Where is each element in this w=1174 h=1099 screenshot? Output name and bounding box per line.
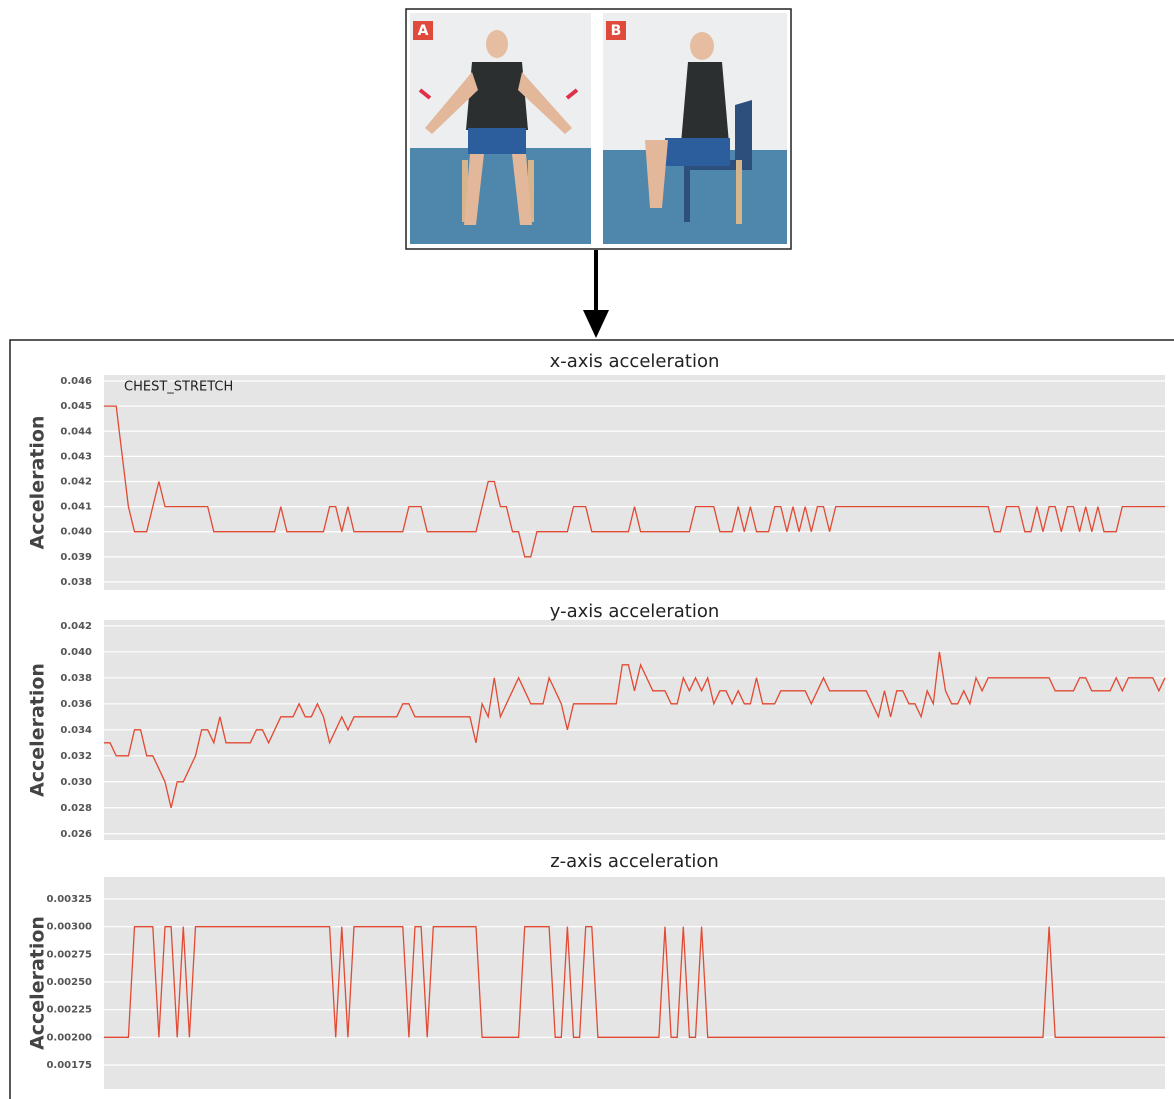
- y-tick-label: 0.040: [60, 647, 92, 658]
- y-tick-label: 0.038: [60, 577, 92, 588]
- shorts: [468, 128, 526, 154]
- y-tick-label: 0.00250: [46, 977, 92, 988]
- y-tick-label: 0.00325: [46, 894, 92, 905]
- panel-label: A: [418, 23, 429, 39]
- y-tick-label: 0.041: [60, 502, 92, 513]
- y-tick-label: 0.039: [60, 552, 92, 563]
- y-tick-label: 0.043: [60, 451, 92, 462]
- photo-panel: A B: [406, 9, 791, 249]
- y-axis-label: Acceleration: [27, 416, 49, 550]
- y-axis-label: Acceleration: [27, 663, 49, 797]
- arrow-head: [583, 310, 609, 338]
- head: [690, 32, 714, 60]
- chair-leg: [736, 160, 742, 224]
- y-tick-label: 0.040: [60, 527, 92, 538]
- y-tick-label: 0.030: [60, 777, 92, 788]
- plot-background: [104, 877, 1165, 1089]
- photo-b: B: [603, 13, 787, 244]
- chart-title: y-axis acceleration: [550, 601, 720, 622]
- shorts: [665, 138, 730, 166]
- y-tick-label: 0.034: [60, 725, 92, 736]
- y-tick-label: 0.028: [60, 803, 92, 814]
- y-axis-label: Acceleration: [27, 916, 49, 1050]
- y-tick-label: 0.00175: [46, 1060, 92, 1071]
- y-tick-label: 0.00200: [46, 1032, 92, 1043]
- plot-background: [104, 375, 1165, 590]
- figure: A B x-axis acceleration Acceleration 0.038…: [0, 0, 1174, 1099]
- panel-label: B: [611, 23, 622, 39]
- y-tick-label: 0.00225: [46, 1005, 92, 1016]
- shirt: [466, 62, 528, 130]
- y-tick-label: 0.045: [60, 401, 92, 412]
- y-tick-label: 0.026: [60, 829, 92, 840]
- y-tick-label: 0.038: [60, 673, 92, 684]
- y-tick-label: 0.046: [60, 376, 92, 387]
- y-tick-label: 0.036: [60, 699, 92, 710]
- y-tick-label: 0.044: [60, 426, 92, 437]
- y-tick-label: 0.042: [60, 621, 92, 632]
- annotation: CHEST_STRETCH: [124, 380, 233, 395]
- y-tick-label: 0.00300: [46, 922, 92, 933]
- chart-title: x-axis acceleration: [550, 351, 720, 372]
- y-tick-label: 0.00275: [46, 949, 92, 960]
- chart-title: z-axis acceleration: [550, 851, 719, 872]
- page: {"figure":{"panels":["A","B"]}, "chart_d…: [0, 0, 1174, 1099]
- floor: [410, 148, 591, 244]
- photo-a: A: [410, 13, 591, 244]
- arrow: [583, 250, 609, 338]
- y-tick-label: 0.042: [60, 476, 92, 487]
- y-tick-label: 0.032: [60, 751, 92, 762]
- head: [486, 30, 508, 58]
